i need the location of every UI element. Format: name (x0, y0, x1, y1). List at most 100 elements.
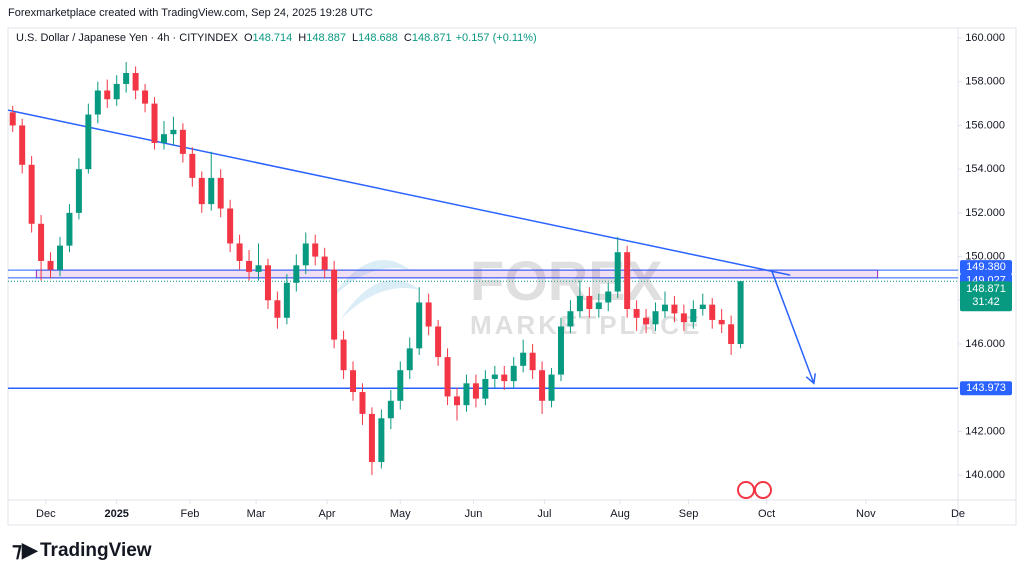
x-tick-label: Dec (36, 508, 56, 520)
watermark-text: MARKETPLACE (470, 310, 702, 340)
candle-body (586, 295, 593, 310)
candle-body (255, 265, 262, 272)
x-tick-label: Aug (610, 508, 630, 520)
arrow (770, 269, 815, 384)
candle-body (142, 90, 149, 104)
candle-body (690, 309, 697, 323)
change: +0.157 (+0.11%) (456, 32, 537, 44)
watermark-text: FOREX (470, 249, 663, 312)
candle-body (179, 129, 186, 154)
ohlc-value: 148.871 (412, 32, 452, 44)
candle-body (378, 418, 385, 462)
x-tick-label: Jul (537, 508, 551, 520)
candle-body (454, 396, 461, 406)
y-tick-label: 152.000 (965, 207, 1005, 219)
candle-body (472, 383, 479, 399)
candle-body (633, 309, 640, 318)
x-tick-label: Jun (465, 508, 483, 520)
candle-body (293, 265, 300, 283)
candle-body (350, 370, 357, 393)
candle-body (19, 125, 26, 165)
zone (35, 269, 879, 279)
price-label: 148.871 (966, 283, 1006, 295)
ohlc-key: O (244, 32, 253, 44)
candle-body (652, 311, 659, 325)
candle-body (132, 73, 139, 91)
candle-body (699, 304, 706, 310)
candle-body (246, 260, 253, 272)
countdown: 31:42 (972, 296, 1000, 308)
ohlc-value: 148.887 (306, 32, 346, 44)
candle-body (482, 378, 489, 399)
symbol-info: U.S. Dollar / Japanese Yen · 4h · CITYIN… (16, 32, 537, 44)
candle-body (709, 304, 716, 320)
candle-body (463, 383, 470, 406)
candle-body (624, 252, 631, 310)
trendline (8, 109, 791, 276)
candle-body (227, 208, 234, 244)
candle-body (387, 400, 394, 419)
candle-body (510, 365, 517, 382)
candle-body (312, 243, 319, 257)
price-label: 143.973 (966, 382, 1006, 394)
candle-body (198, 177, 205, 205)
ohlc-key: C (404, 32, 412, 44)
y-tick-label: 160.000 (965, 32, 1005, 44)
candle-body (520, 352, 527, 366)
x-tick-label: Oct (758, 508, 775, 520)
candle-body (340, 339, 347, 371)
candle-body (491, 374, 498, 379)
x-tick-label: 2025 (104, 508, 128, 520)
candle-body (302, 243, 309, 266)
candle-body (661, 304, 668, 312)
candle-body (737, 281, 744, 344)
candle-body (368, 413, 375, 462)
candle-body (397, 370, 404, 401)
candle-body (671, 304, 678, 314)
symbol: U.S. Dollar / Japanese Yen · 4h · CITYIN… (16, 32, 239, 44)
candle-body (539, 370, 546, 401)
brand-logo: ⁊▶ (12, 539, 39, 561)
candle-body (75, 169, 82, 213)
candle-body (94, 90, 101, 115)
candle-body (359, 392, 366, 414)
frame (7, 27, 1017, 526)
candle-body (529, 352, 536, 371)
x-tick-label: Mar (247, 508, 266, 520)
price-label: 149.380 (966, 261, 1006, 273)
candle-body (425, 302, 432, 327)
y-tick-label: 158.000 (965, 76, 1005, 88)
y-tick-label: 150.000 (965, 250, 1005, 262)
candle-body (9, 112, 16, 126)
candle-body (605, 291, 612, 303)
candle-body (28, 164, 35, 224)
plot-area (8, 62, 958, 476)
countdown-box (960, 281, 1012, 312)
candle-body (680, 313, 687, 323)
arrow-head (805, 373, 817, 385)
candle-body (123, 73, 130, 84)
candle-body (435, 326, 442, 358)
y-tick-label: 146.000 (965, 338, 1005, 350)
candle-body (406, 348, 413, 371)
candle-body (236, 243, 243, 261)
x-tick-label: Sep (679, 508, 699, 520)
candle-body (331, 269, 338, 340)
watermark: FOREX MARKETPLACE (330, 249, 702, 340)
price-label-box (960, 381, 1012, 396)
ohlc-value: 148.714 (253, 32, 293, 44)
candle-body (38, 223, 45, 261)
candle-body (151, 103, 158, 143)
candle-body (208, 177, 215, 205)
ohlc-key: L (352, 32, 358, 44)
candle-body (718, 319, 725, 325)
x-tick-label: May (390, 508, 411, 520)
candle-body (264, 265, 271, 301)
event-icons (737, 481, 772, 499)
candle-body (113, 83, 120, 100)
price-label-box (960, 260, 1012, 275)
candle-body (614, 252, 621, 292)
candle-body (104, 90, 111, 100)
candle-body (217, 177, 224, 209)
